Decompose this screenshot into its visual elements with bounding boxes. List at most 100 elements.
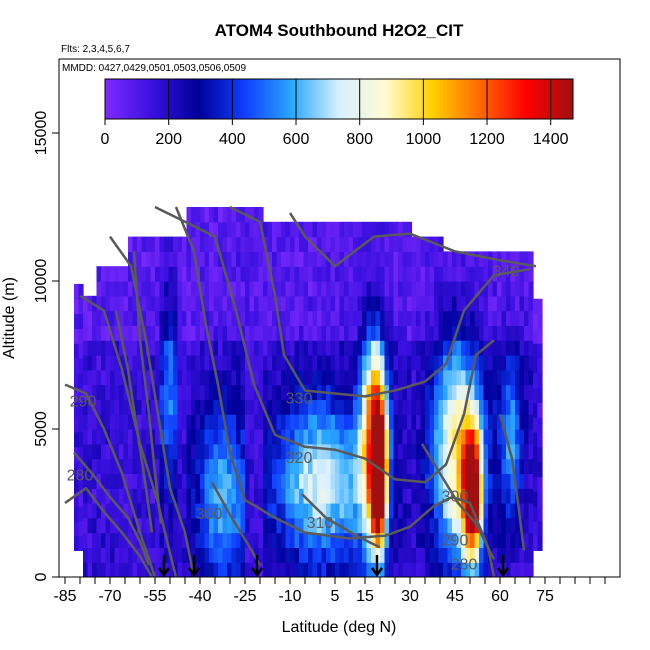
heat-cell — [515, 399, 521, 415]
heat-cell — [159, 251, 165, 267]
heat-cell — [105, 399, 111, 415]
heat-cell — [191, 266, 197, 282]
heat-cell — [137, 414, 143, 430]
heat-cell — [267, 355, 273, 371]
heat-cell — [83, 355, 89, 371]
heat-cell — [227, 310, 233, 326]
heat-cell — [164, 310, 170, 326]
heat-cell — [330, 458, 336, 474]
heat-cell — [420, 355, 426, 371]
heat-cell — [348, 295, 354, 312]
heat-cell — [101, 458, 107, 474]
heat-cell — [411, 547, 417, 563]
heat-cell — [159, 310, 165, 326]
heat-cell — [528, 488, 534, 504]
heat-cell — [141, 384, 147, 400]
heat-cell — [182, 310, 188, 326]
heat-cell — [461, 310, 467, 326]
heat-cell — [87, 443, 93, 460]
heat-cell — [483, 295, 489, 312]
heat-cell — [182, 458, 188, 474]
heat-cell — [398, 443, 404, 460]
heat-cell — [461, 295, 467, 312]
heat-cell — [267, 562, 273, 577]
heat-cell — [488, 443, 494, 460]
heat-cell — [245, 221, 251, 238]
heat-cell — [168, 251, 174, 267]
heat-cell — [258, 266, 264, 282]
heat-cell — [479, 532, 485, 548]
heat-cell — [443, 562, 449, 577]
heat-cell — [501, 458, 507, 474]
heat-cell — [96, 547, 102, 563]
heat-cell — [335, 236, 341, 252]
heat-cell — [384, 369, 390, 386]
heat-cell — [303, 325, 309, 341]
heat-cell — [254, 443, 260, 460]
heat-cell — [524, 325, 530, 341]
heat-cell — [303, 310, 309, 326]
heat-cell — [258, 429, 264, 445]
heat-cell — [465, 473, 471, 489]
heat-cell — [411, 310, 417, 326]
heat-cell — [74, 491, 80, 507]
heat-cell — [335, 295, 341, 312]
heat-cell — [146, 325, 152, 341]
heat-cell — [123, 458, 129, 474]
heat-cell — [303, 488, 309, 504]
heat-cell — [317, 369, 323, 386]
heat-cell — [155, 547, 161, 563]
heat-cell — [393, 503, 399, 519]
heat-cell — [227, 207, 233, 223]
heat-cell — [389, 355, 395, 371]
heat-cell — [236, 340, 242, 356]
heat-cell — [375, 355, 381, 371]
heat-cell — [443, 310, 449, 326]
heat-cell — [294, 488, 300, 504]
heat-cell — [506, 473, 512, 489]
heat-cell — [308, 325, 314, 341]
heat-cell — [218, 325, 224, 341]
heat-cell — [227, 562, 233, 577]
heat-cell — [474, 384, 480, 400]
heat-cell — [191, 295, 197, 312]
heat-cell — [182, 562, 188, 577]
heat-cell — [110, 369, 116, 386]
heat-cell — [501, 399, 507, 415]
heat-cell — [195, 532, 201, 548]
heat-cell — [150, 251, 156, 267]
heat-cell — [276, 414, 282, 430]
heat-cell — [398, 562, 404, 577]
heat-cell — [528, 429, 534, 445]
heat-cell — [510, 384, 516, 400]
heat-cell — [420, 562, 426, 577]
heat-cell — [317, 532, 323, 548]
contour-label: 310 — [307, 515, 334, 532]
heat-cell — [524, 517, 530, 534]
heat-cell — [240, 414, 246, 430]
heat-cell — [213, 399, 219, 415]
heat-cell — [357, 473, 363, 489]
heat-cell — [357, 310, 363, 326]
heat-cell — [497, 532, 503, 548]
heat-cell — [452, 340, 458, 356]
heat-cell — [357, 503, 363, 519]
heat-cell — [299, 325, 305, 341]
heat-cell — [227, 547, 233, 563]
heat-cell — [182, 281, 188, 297]
heat-cell — [267, 369, 273, 386]
heat-cell — [222, 369, 228, 386]
heat-cell — [344, 503, 350, 519]
heat-cell — [303, 473, 309, 489]
contour-label: 290 — [70, 394, 97, 411]
heat-cell — [357, 384, 363, 400]
heat-cell — [285, 443, 291, 460]
heat-cell — [249, 251, 255, 267]
heat-cell — [173, 384, 179, 400]
heat-cell — [290, 488, 296, 504]
heat-cell — [362, 503, 368, 519]
heat-cell — [420, 369, 426, 386]
heat-cell — [317, 547, 323, 563]
heat-cell — [267, 503, 273, 519]
